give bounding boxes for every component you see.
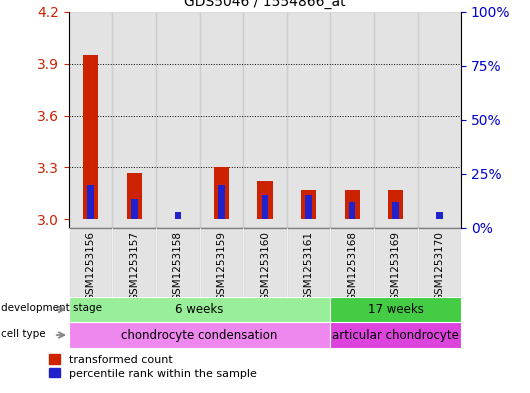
Bar [287,12,330,228]
Text: 6 weeks: 6 weeks [175,303,224,316]
Bar [218,185,225,219]
Text: GSM1253156: GSM1253156 [86,231,96,301]
Text: GSM1253158: GSM1253158 [173,231,183,301]
Text: articular chondrocyte: articular chondrocyte [332,329,459,342]
Bar [112,228,156,297]
Text: GSM1253170: GSM1253170 [434,231,444,301]
Bar [262,195,268,219]
Bar [156,228,200,297]
Text: development stage: development stage [2,303,102,313]
Bar [83,55,99,219]
Bar [174,212,181,219]
Bar [69,228,112,297]
Bar [69,297,330,322]
Bar [200,12,243,228]
Bar [349,202,356,219]
Text: GSM1253159: GSM1253159 [216,231,226,301]
Bar [330,228,374,297]
Bar [87,185,94,219]
Bar [330,322,461,348]
Bar [344,190,360,219]
Bar [330,297,461,322]
Bar [418,228,461,297]
Bar [127,173,142,219]
Bar [112,12,156,228]
Bar [131,198,138,219]
Bar [418,12,461,228]
Text: chondrocyte condensation: chondrocyte condensation [121,329,278,342]
Bar [301,190,316,219]
Text: GSM1253168: GSM1253168 [347,231,357,301]
Bar [69,322,330,348]
Bar [436,212,443,219]
Text: GSM1253157: GSM1253157 [129,231,139,301]
Bar [305,195,312,219]
Text: GSM1253161: GSM1253161 [304,231,314,301]
Bar [287,228,330,297]
Bar [388,190,403,219]
Bar [374,12,418,228]
Bar [330,12,374,228]
Bar [214,167,229,219]
Bar [374,228,418,297]
Bar [243,12,287,228]
Legend: transformed count, percentile rank within the sample: transformed count, percentile rank withi… [45,350,261,383]
Bar [200,228,243,297]
Bar [243,228,287,297]
Text: cell type: cell type [2,329,46,339]
Bar [156,12,200,228]
Bar [69,12,112,228]
Text: 17 weeks: 17 weeks [368,303,423,316]
Bar [258,181,272,219]
Text: GSM1253160: GSM1253160 [260,231,270,301]
Text: GSM1253169: GSM1253169 [391,231,401,301]
Title: GDS5046 / 1554866_at: GDS5046 / 1554866_at [184,0,346,9]
Bar [392,202,399,219]
